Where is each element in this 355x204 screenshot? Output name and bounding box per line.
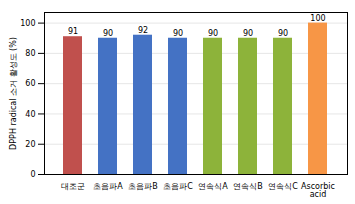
svg-text:연속식B: 연속식B (233, 182, 263, 191)
svg-text:초음파B: 초음파B (128, 182, 158, 191)
svg-text:60: 60 (25, 79, 35, 88)
svg-text:40: 40 (25, 109, 35, 118)
svg-text:초음파A: 초음파A (93, 182, 123, 191)
svg-text:90: 90 (278, 29, 288, 38)
svg-text:대조군: 대조군 (61, 182, 85, 191)
svg-text:92: 92 (138, 26, 148, 35)
svg-text:0: 0 (30, 170, 35, 179)
svg-text:100: 100 (20, 19, 35, 28)
svg-text:20: 20 (25, 140, 35, 149)
svg-text:80: 80 (25, 49, 35, 58)
svg-text:90: 90 (173, 29, 183, 38)
svg-text:90: 90 (208, 29, 218, 38)
svg-text:91: 91 (68, 27, 78, 36)
svg-text:90: 90 (103, 29, 113, 38)
svg-text:초음파C: 초음파C (163, 182, 193, 191)
svg-text:Ascorbicacid: Ascorbicacid (301, 182, 335, 199)
svg-text:연속식A: 연속식A (198, 182, 228, 191)
svg-text:90: 90 (243, 29, 253, 38)
svg-text:100: 100 (310, 14, 325, 23)
svg-text:DPPH radical 소거 활성도 (%): DPPH radical 소거 활성도 (%) (9, 37, 18, 150)
svg-text:연속식C: 연속식C (268, 182, 298, 191)
